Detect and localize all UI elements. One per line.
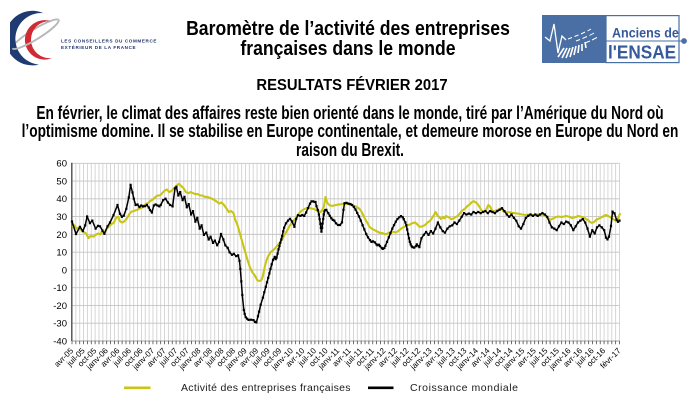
svg-text:0: 0: [62, 265, 67, 276]
svg-text:30: 30: [56, 212, 67, 223]
svg-text:10: 10: [56, 248, 67, 259]
svg-text:Activité des entreprises franç: Activité des entreprises françaises: [181, 382, 351, 394]
svg-text:Anciens de: Anciens de: [612, 25, 679, 41]
svg-text:-40: -40: [53, 336, 67, 347]
svg-text:40: 40: [56, 194, 67, 205]
svg-text:20: 20: [56, 230, 67, 241]
svg-text:-20: -20: [53, 301, 67, 312]
svg-text:-30: -30: [53, 319, 67, 330]
svg-text:LES CONSEILLERS DU COMMERCE: LES CONSEILLERS DU COMMERCE: [61, 39, 157, 44]
svg-text:Croissance mondiale: Croissance mondiale: [410, 382, 519, 394]
svg-text:EXTÉRIEUR DE LA FRANCE: EXTÉRIEUR DE LA FRANCE: [61, 43, 136, 50]
svg-text:l'ENSAE: l'ENSAE: [608, 42, 676, 63]
svg-text:60: 60: [56, 159, 67, 170]
svg-text:-10: -10: [53, 283, 67, 294]
svg-text:50: 50: [56, 177, 67, 188]
